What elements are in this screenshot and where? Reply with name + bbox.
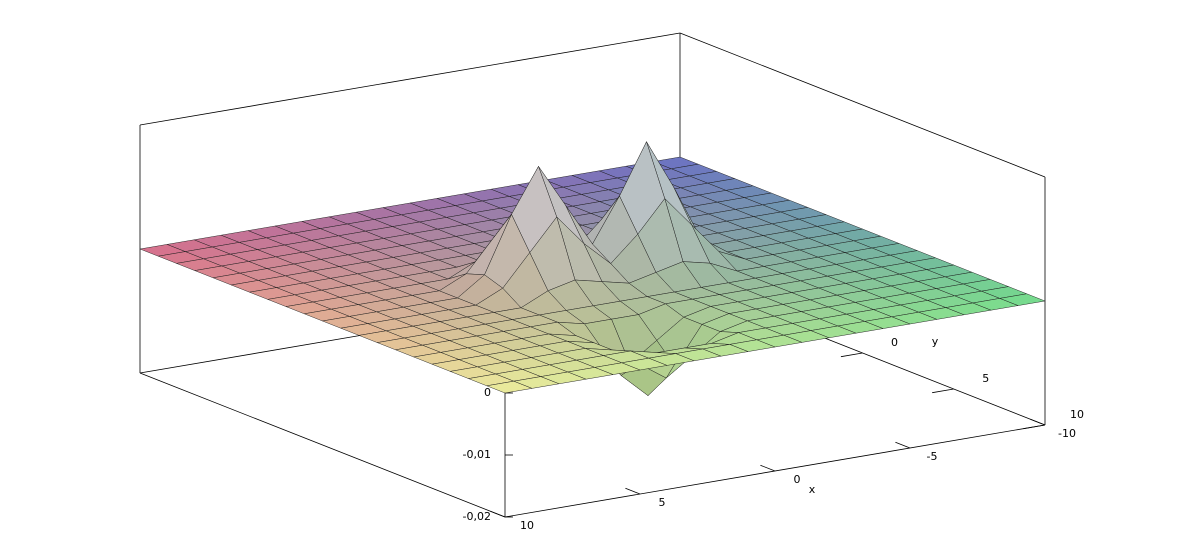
x-tick-label: 10 <box>520 519 534 532</box>
y-tick <box>840 352 863 358</box>
x-tick <box>1030 418 1046 426</box>
x-axis-label: x <box>809 483 816 496</box>
y-tick-label: 10 <box>1070 408 1084 421</box>
z-tick-label: -0,02 <box>463 510 491 523</box>
x-tick <box>760 464 776 472</box>
box-edge <box>679 32 1046 178</box>
surface-face <box>485 380 533 394</box>
y-tick-label: 5 <box>982 372 989 385</box>
y-axis-label: y <box>932 335 939 348</box>
box-edge <box>139 32 681 126</box>
box-edge <box>139 372 506 518</box>
x-tick-label: -5 <box>927 450 938 463</box>
y-tick <box>1023 424 1046 430</box>
x-tick-label: -10 <box>1058 427 1076 440</box>
x-tick <box>625 487 641 495</box>
x-tick-label: 0 <box>794 473 801 486</box>
x-tick <box>895 441 911 449</box>
x-tick <box>490 510 506 518</box>
x-tick-label: 5 <box>659 496 666 509</box>
z-tick-label: 0 <box>484 386 491 399</box>
z-tick-label: -0,01 <box>463 448 491 461</box>
y-tick-label: 0 <box>891 336 898 349</box>
y-tick <box>932 388 954 394</box>
